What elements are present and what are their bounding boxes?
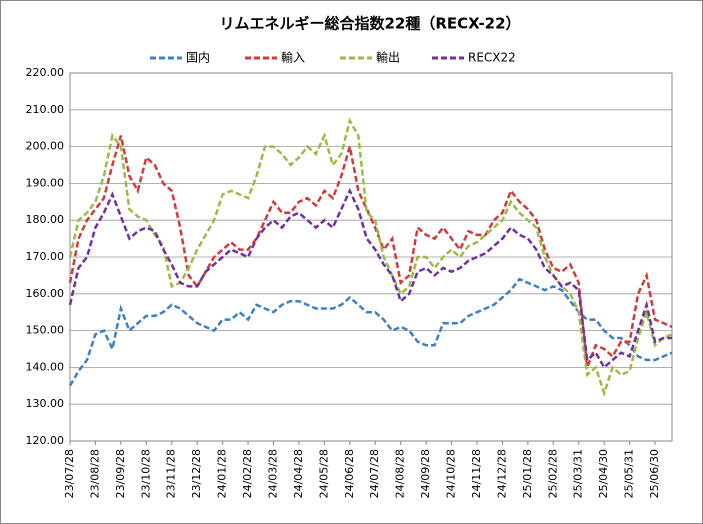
y-tick-label: 160.00 (26, 287, 65, 300)
y-tick-label: 180.00 (26, 213, 65, 226)
x-tick-label: 24/01/28 (216, 449, 229, 498)
x-tick-label: 24/09/28 (419, 449, 432, 498)
x-tick-label: 23/08/28 (88, 449, 101, 498)
y-tick-label: 200.00 (26, 140, 65, 153)
y-tick-label: 220.00 (26, 66, 65, 79)
series-line (68, 117, 673, 398)
legend-label: 輸入 (281, 50, 305, 65)
x-tick-label: 24/04/28 (292, 449, 305, 498)
y-tick-label: 140.00 (26, 360, 65, 373)
x-tick-label: 23/09/28 (114, 449, 127, 498)
x-tick-label: 24/03/28 (266, 449, 279, 498)
series-line (68, 277, 673, 387)
chart-title: リムエネルギー総合指数22種（RECX-22） (219, 15, 520, 33)
x-tick-label: 24/10/28 (445, 449, 458, 498)
x-tick-label: 25/01/28 (521, 449, 534, 498)
y-tick-label: 120.00 (26, 434, 65, 447)
x-tick-label: 23/11/28 (165, 449, 178, 498)
y-tick-label: 150.00 (26, 324, 65, 337)
series-line (68, 135, 673, 368)
legend-label: RECX22 (468, 51, 516, 65)
y-tick-label: 210.00 (26, 103, 65, 116)
y-tick-label: 130.00 (26, 397, 65, 410)
x-tick-label: 25/02/28 (546, 449, 559, 498)
x-tick-label: 23/12/28 (190, 449, 203, 498)
x-tick-label: 23/10/28 (139, 449, 152, 498)
legend-label: 輸出 (376, 50, 400, 65)
y-tick-label: 190.00 (26, 176, 65, 189)
x-tick-label: 25/04/30 (597, 449, 610, 498)
x-tick-label: 25/03/31 (572, 449, 585, 498)
x-tick-label: 24/05/28 (317, 449, 330, 498)
x-tick-label: 24/12/28 (495, 449, 508, 498)
x-tick-label: 25/05/31 (623, 449, 636, 498)
x-tick-label: 24/07/28 (368, 449, 381, 498)
x-tick-label: 25/06/30 (648, 449, 661, 498)
x-tick-label: 24/02/28 (241, 449, 254, 498)
x-tick-label: 24/08/28 (394, 449, 407, 498)
y-tick-label: 170.00 (26, 250, 65, 263)
legend-label: 国内 (186, 51, 210, 65)
x-tick-label: 23/07/28 (63, 449, 76, 498)
x-tick-label: 24/11/28 (470, 449, 483, 498)
x-tick-label: 24/06/28 (343, 449, 356, 498)
